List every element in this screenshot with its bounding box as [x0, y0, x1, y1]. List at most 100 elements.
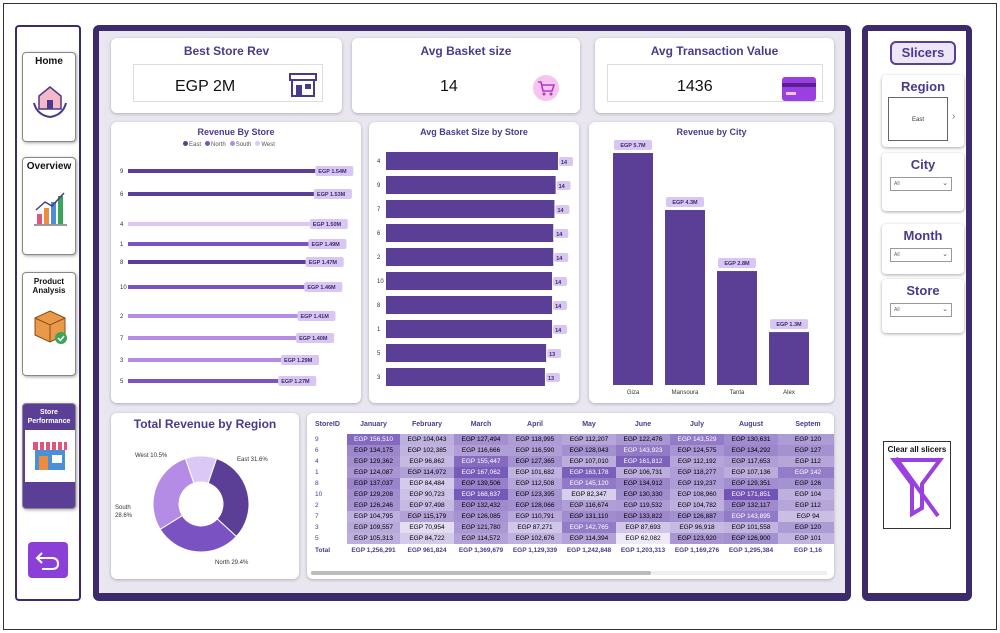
- row-header: 1: [315, 469, 319, 476]
- bar: [386, 224, 554, 242]
- kpi-best-store-value: EGP 2M: [175, 78, 236, 95]
- data-label-bg: [554, 253, 569, 262]
- table-cell: EGP 156,510: [347, 434, 400, 445]
- category-tick-label: 4: [120, 222, 124, 228]
- city-slicer: City All ⌄: [882, 153, 964, 211]
- column-header: March: [470, 421, 492, 428]
- bar: [386, 248, 554, 266]
- total-cell: EGP 961,824: [407, 547, 447, 554]
- slice-label: East 31.6%: [237, 457, 268, 463]
- donut-slice: [159, 514, 238, 553]
- slice-label: North 29.4%: [215, 560, 249, 566]
- table-cell: EGP 126: [778, 478, 834, 489]
- revenue-by-city-title: Revenue by City: [676, 127, 747, 137]
- month-dropdown-value: All: [894, 252, 900, 258]
- row-header: 3: [315, 524, 319, 531]
- revenue-by-city-chart: Revenue by City EGP 5.7M Giza EGP 4.3M Mans…: [589, 122, 834, 403]
- category-tick-label: 4: [377, 159, 381, 165]
- category-tick-label: 2: [120, 314, 124, 320]
- table-cell: EGP 119,532: [616, 500, 670, 511]
- table-cell: EGP 126,900: [724, 533, 778, 544]
- data-label-bg: [547, 349, 562, 358]
- table-cell: EGP 129,362: [347, 456, 400, 467]
- data-label: EGP 1.53M: [317, 192, 346, 198]
- bar-group: EGP 5.7M Giza: [613, 140, 653, 396]
- table-cell: EGP 116,590: [508, 445, 562, 456]
- horizontal-scrollbar[interactable]: [311, 571, 827, 575]
- data-label: 14: [555, 304, 562, 310]
- back-button[interactable]: [28, 542, 68, 578]
- bar: [128, 192, 314, 196]
- table-cell: EGP 155,447: [454, 456, 508, 467]
- table-cell: EGP 112,192: [670, 456, 724, 467]
- table-cell: EGP 110,791: [508, 511, 562, 522]
- city-dropdown[interactable]: All ⌄: [890, 177, 952, 191]
- bar: [128, 285, 305, 289]
- region-slicer: Region East ›: [882, 75, 964, 147]
- total-cell: EGP 1,129,339: [512, 547, 558, 554]
- table-cell: EGP 167,062: [454, 467, 508, 478]
- table-cell: EGP 94: [778, 511, 834, 522]
- table-cell: EGP 128,066: [508, 500, 562, 511]
- main-panel: Best Store Rev EGP 2M Avg Basket size 14: [93, 25, 851, 601]
- revenue-by-region-title: Total Revenue by Region: [133, 417, 277, 431]
- table-cell: EGP 112,508: [508, 478, 562, 489]
- bar-group: 2 EGP 1.41M: [120, 311, 336, 321]
- table-cell: EGP 84,484: [400, 478, 454, 489]
- bar: [386, 176, 556, 194]
- data-label-bg: [545, 373, 560, 382]
- column-header: July: [689, 421, 704, 428]
- bar-group: 5 EGP 1.27M: [120, 376, 317, 386]
- category-tick-label: 3: [377, 375, 381, 381]
- data-label: 14: [556, 256, 563, 262]
- clear-all-slicers-button[interactable]: Clear all slicers: [883, 441, 951, 529]
- bar: [128, 222, 310, 226]
- data-label-bg: [770, 319, 808, 330]
- data-label-bg: [556, 181, 571, 190]
- table-cell: EGP 96,918: [670, 522, 724, 533]
- table-cell: EGP 121,780: [454, 522, 508, 533]
- slicer-panel: Slicers Region East › City All ⌄ Month A…: [862, 25, 972, 601]
- region-option-east[interactable]: East: [888, 97, 948, 141]
- slice-label: South 28.6%: [115, 505, 133, 519]
- store-slicer-title: Store: [906, 283, 940, 298]
- category-tick-label: 6: [120, 192, 124, 198]
- table-cell: EGP 62,082: [616, 533, 670, 544]
- table-cell: EGP 161,812: [616, 456, 670, 467]
- table-cell: EGP 82,347: [562, 489, 616, 500]
- store-dropdown[interactable]: All ⌄: [890, 303, 952, 317]
- nav-product-analysis-button[interactable]: Product Analysis: [22, 272, 76, 376]
- region-scroll-chevron-icon[interactable]: ›: [952, 111, 956, 122]
- donut-slice: [152, 457, 195, 530]
- table-cell: EGP 118,277: [670, 467, 724, 478]
- nav-overview-button[interactable]: Overview: [22, 157, 76, 255]
- data-label: EGP 1.49M: [311, 242, 340, 248]
- scrollbar-thumb[interactable]: [311, 571, 651, 575]
- category-tick-label: 6: [377, 231, 381, 237]
- nav-home-button[interactable]: Home: [22, 52, 76, 142]
- data-label-bg: [553, 301, 568, 310]
- data-label: EGP 4.3M: [672, 200, 698, 206]
- category-tick-label: 10: [377, 279, 384, 285]
- data-label-bg: [309, 219, 348, 229]
- bar-group: 10 14: [377, 272, 568, 290]
- total-cell: EGP 1,203,313: [620, 547, 666, 554]
- bar-group: 4 14: [377, 152, 573, 170]
- table-cell: EGP 109,557: [347, 522, 400, 533]
- bar: [128, 379, 279, 383]
- column-header: Septem: [795, 421, 821, 428]
- data-label: 13: [548, 376, 554, 382]
- bar: [386, 200, 555, 218]
- table-cell: EGP 119,237: [670, 478, 724, 489]
- row-header: 2: [315, 502, 319, 509]
- nav-store-performance-button[interactable]: Store Performance: [22, 403, 76, 509]
- table-cell: EGP 70,954: [400, 522, 454, 533]
- table-cell: EGP 112: [778, 456, 834, 467]
- row-header: 8: [315, 480, 319, 487]
- bar-group: EGP 2.8M Tanta: [717, 258, 757, 396]
- chevron-down-icon: ⌄: [942, 306, 948, 313]
- table-cell: EGP 123,920: [670, 533, 724, 544]
- data-label-bg: [718, 258, 756, 269]
- revenue-by-store-legend: East North South West: [183, 141, 279, 148]
- month-dropdown[interactable]: All ⌄: [890, 248, 952, 262]
